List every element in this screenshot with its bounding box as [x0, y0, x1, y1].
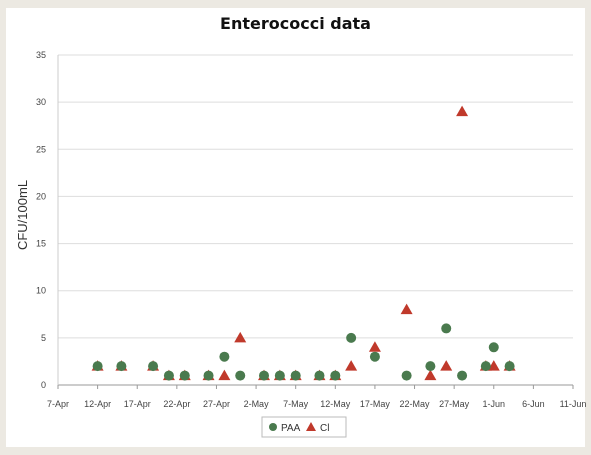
x-tick-label: 2-May: [244, 399, 270, 409]
point-paa: [369, 351, 380, 362]
point-cl: [218, 369, 231, 381]
point-cl: [456, 105, 469, 117]
point-paa: [274, 370, 285, 381]
x-tick-label: 7-May: [283, 399, 309, 409]
point-cl: [487, 360, 500, 371]
point-cl: [440, 360, 453, 371]
x-axis-ticks: 7-Apr 12-Apr 17-Apr 22-Apr 27-Apr 2-May 7-May 1…: [47, 385, 586, 409]
x-tick-label: 1-Jun: [483, 399, 506, 409]
point-paa: [441, 323, 452, 334]
x-tick-label: 6-Jun: [522, 399, 545, 409]
y-tick-label: 15: [36, 239, 46, 249]
data-points: [91, 105, 516, 381]
point-paa: [504, 361, 515, 372]
y-tick-label: 10: [36, 286, 46, 296]
point-cl: [424, 369, 437, 381]
legend-label-paa: PAA: [281, 423, 301, 434]
y-tick-label: 30: [36, 97, 46, 107]
point-cl: [400, 303, 413, 315]
legend: PAA Cl: [261, 416, 347, 438]
x-tick-label: 17-Apr: [124, 399, 151, 409]
point-cl: [234, 331, 247, 343]
y-tick-label: 20: [36, 191, 46, 201]
x-tick-label: 22-May: [400, 399, 431, 409]
point-paa: [480, 361, 491, 372]
point-paa: [179, 370, 190, 381]
point-paa: [259, 370, 269, 381]
y-axis-label: CFU/100mL: [15, 180, 30, 250]
point-paa: [290, 370, 301, 381]
y-axis-ticks: 0 5 10 15 20 25 30 35: [36, 50, 46, 390]
point-paa: [488, 342, 499, 353]
y-tick-label: 0: [41, 380, 46, 390]
point-paa: [425, 361, 436, 372]
point-paa: [346, 332, 357, 343]
y-tick-label: 25: [36, 144, 46, 154]
legend-marker-cl: [306, 422, 316, 431]
legend-label-cl: Cl: [320, 423, 329, 434]
point-paa: [401, 370, 412, 381]
y-tick-label: 35: [36, 50, 46, 60]
x-tick-label: 22-Apr: [163, 399, 190, 409]
point-paa: [330, 370, 341, 381]
x-tick-label: 12-Apr: [84, 399, 111, 409]
x-tick-label: 7-Apr: [47, 399, 69, 409]
point-paa: [314, 370, 325, 381]
point-paa: [203, 370, 214, 381]
point-cl: [368, 341, 381, 352]
point-paa: [116, 361, 127, 372]
gridlines: [57, 54, 573, 386]
chart-title: Enterococci data: [220, 14, 371, 33]
point-paa: [92, 361, 103, 372]
point-paa: [148, 361, 159, 372]
x-tick-label: 12-May: [320, 399, 351, 409]
x-tick-label: 27-Apr: [203, 399, 230, 409]
point-paa: [235, 370, 246, 381]
y-tick-label: 5: [41, 333, 46, 343]
point-paa: [457, 370, 468, 381]
x-tick-label: 11-Jun: [560, 399, 587, 409]
point-cl: [345, 360, 358, 371]
point-paa: [163, 370, 174, 381]
x-tick-label: 27-May: [439, 399, 470, 409]
x-tick-label: 17-May: [360, 399, 391, 409]
legend-marker-paa: [269, 423, 277, 431]
point-paa: [219, 351, 230, 362]
